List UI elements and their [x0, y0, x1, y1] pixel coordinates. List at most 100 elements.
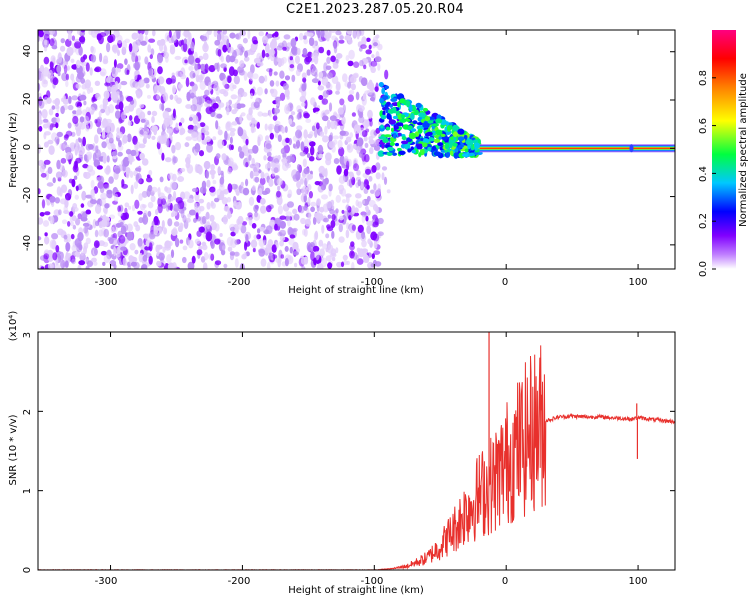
noise-blob — [348, 215, 352, 221]
transition-blob — [420, 137, 424, 141]
noise-blob — [203, 252, 209, 261]
noise-blob — [134, 249, 139, 255]
top-x-tick-marks — [110, 30, 639, 269]
noise-blob — [234, 258, 239, 268]
noise-blob — [230, 94, 238, 100]
noise-blob — [304, 99, 308, 109]
noise-blob — [371, 253, 375, 259]
noise-blob — [170, 249, 175, 258]
noise-blob — [119, 90, 123, 98]
noise-blob — [40, 172, 47, 178]
noise-blob — [244, 50, 249, 58]
top-xtick-label: -100 — [361, 277, 384, 288]
noise-blob — [373, 42, 378, 47]
signal-band — [479, 147, 675, 149]
noise-blob — [145, 83, 150, 89]
noise-blob — [296, 164, 301, 171]
noise-blob — [223, 30, 227, 35]
noise-blob — [281, 126, 286, 134]
noise-blob — [251, 185, 256, 191]
noise-blob — [287, 226, 294, 236]
noise-blob — [156, 40, 162, 46]
noise-blob — [124, 38, 130, 43]
noise-blob — [301, 72, 307, 79]
noise-blob — [171, 228, 178, 236]
noise-blob — [151, 116, 155, 123]
noise-blob — [49, 60, 54, 70]
noise-blob — [155, 209, 159, 215]
noise-blob — [184, 142, 190, 148]
noise-blob — [63, 64, 68, 74]
noise-blob — [194, 163, 199, 173]
transition-blob — [415, 102, 422, 109]
noise-blob — [65, 193, 72, 201]
noise-blob — [345, 136, 352, 143]
noise-blob — [96, 33, 102, 41]
top-xtick-label: 0 — [502, 277, 508, 288]
transition-blob — [410, 128, 417, 132]
noise-blob — [189, 209, 196, 216]
noise-blob — [300, 141, 305, 152]
noise-blob — [60, 38, 65, 44]
noise-blob — [177, 225, 183, 233]
noise-blob — [63, 234, 68, 240]
noise-blob — [70, 73, 75, 81]
colorbar — [712, 30, 736, 269]
noise-blob — [83, 226, 88, 234]
noise-blob — [55, 171, 63, 179]
noise-blob — [253, 101, 260, 109]
noise-blob — [229, 82, 235, 92]
noise-blob — [303, 129, 308, 139]
noise-blob — [117, 151, 123, 157]
transition-blob — [408, 132, 417, 140]
colorbar-label: Normalized spectral amplitude — [738, 73, 749, 227]
noise-blob — [99, 186, 105, 194]
noise-blob — [198, 198, 205, 204]
noise-blob — [339, 215, 344, 221]
noise-blob — [252, 165, 260, 173]
noise-blob — [113, 59, 117, 68]
noise-blob — [65, 152, 73, 160]
noise-blob — [351, 205, 356, 215]
noise-blob — [226, 196, 232, 203]
noise-blob — [370, 66, 377, 74]
noise-blob — [209, 106, 216, 113]
noise-blob — [44, 232, 48, 237]
noise-blob — [269, 132, 274, 140]
noise-blob — [170, 75, 177, 84]
noise-blob — [331, 256, 336, 262]
transition-blob — [401, 136, 407, 141]
noise-blob — [266, 33, 273, 39]
noise-blob — [229, 226, 236, 232]
noise-blob — [296, 125, 303, 131]
noise-blob — [245, 138, 249, 146]
transition-blob — [472, 139, 479, 144]
noise-blob — [325, 255, 332, 262]
noise-blob — [374, 139, 380, 145]
noise-blob — [273, 158, 280, 164]
noise-blob — [159, 103, 163, 110]
noise-blob — [75, 83, 81, 89]
noise-blob — [353, 61, 360, 68]
noise-blob — [207, 81, 213, 92]
bottom-xtick-label: -200 — [228, 576, 251, 587]
noise-blob — [370, 96, 375, 102]
noise-blob — [210, 253, 215, 261]
noise-blob — [257, 228, 261, 234]
noise-blob — [252, 40, 259, 45]
noise-blob — [219, 170, 224, 176]
noise-blob — [212, 136, 217, 141]
noise-blob — [313, 257, 317, 266]
noise-blob — [107, 35, 114, 44]
noise-blob — [80, 30, 86, 33]
noise-blob — [115, 110, 121, 119]
transition-blob — [392, 115, 398, 120]
bottom-ytick-label: 3 — [22, 332, 33, 338]
noise-blob — [248, 217, 253, 226]
noise-blob — [118, 139, 122, 148]
noise-blob — [67, 30, 72, 35]
noise-blob — [90, 179, 95, 189]
noise-blob — [265, 143, 272, 150]
transition-blob — [433, 138, 441, 143]
noise-blob — [167, 218, 173, 227]
